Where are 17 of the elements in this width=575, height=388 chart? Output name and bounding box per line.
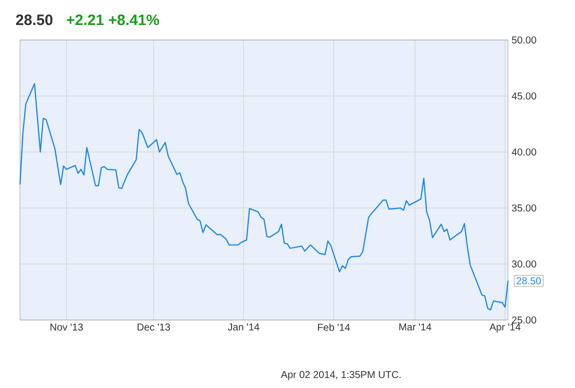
chart-title: 28.50 (16, 14, 52, 26)
x-tick-label: Jan '14 (228, 324, 260, 331)
y-tick-label: 30.00 (512, 260, 536, 268)
line-series (19, 83, 509, 311)
x-tick-label: Mar '14 (399, 324, 432, 331)
chart-subtitle: +2.21 +8.41% (66, 14, 160, 26)
x-tick-label: Feb '14 (318, 324, 350, 331)
y-tick-label: 25.00 (512, 316, 536, 324)
y-tick-label: 45.00 (512, 92, 536, 100)
y-tick-label: 35.00 (512, 204, 536, 212)
x-tick-label: Apr '14 (489, 324, 520, 332)
y-tick-label: 40.00 (512, 148, 536, 156)
x-tick-label: Dec '13 (138, 324, 170, 331)
text: Apr 02 2014, 1:35PM UTC. (280, 371, 401, 380)
x-tick-label: Nov '13 (50, 324, 83, 331)
annotation: 28.50 (516, 277, 541, 284)
y-tick-label: 50.00 (512, 36, 536, 44)
